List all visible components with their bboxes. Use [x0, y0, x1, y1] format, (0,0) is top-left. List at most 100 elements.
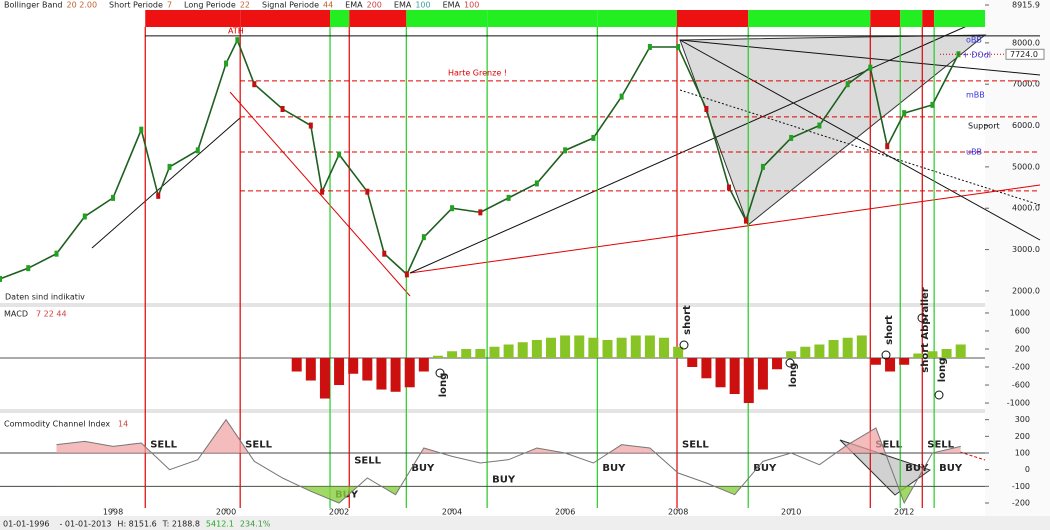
- candle: [563, 147, 568, 154]
- x-tick-label: 2002: [329, 508, 349, 517]
- signal-label: SELL: [927, 440, 954, 451]
- signal-band: [487, 10, 598, 27]
- macd-bar: [885, 358, 896, 372]
- candle: [478, 209, 483, 216]
- candle: [26, 265, 31, 272]
- candle: [252, 81, 257, 88]
- trend-line: [679, 89, 1041, 206]
- macd-bar: [376, 358, 387, 390]
- candle: [868, 64, 873, 71]
- macd-bar: [545, 337, 556, 358]
- macd-bar: [305, 358, 316, 381]
- y-tick-label: -100: [1012, 482, 1030, 491]
- candle: [167, 163, 172, 170]
- annotation: oBB: [966, 36, 982, 45]
- macd-bar: [475, 348, 486, 358]
- candle: [506, 194, 511, 201]
- status-text: H: 8151.6: [117, 520, 156, 529]
- macd-bar: [715, 358, 726, 388]
- trend-line: [679, 39, 1041, 241]
- legend-label: Signal Periode: [262, 1, 319, 10]
- candle: [195, 147, 200, 154]
- legend-params: 100: [464, 1, 479, 10]
- candle: [591, 134, 596, 141]
- note: Daten sind indikativ: [5, 293, 85, 302]
- candle: [760, 163, 765, 170]
- y-tick-label: 8000.0: [1012, 38, 1040, 47]
- signal-label: BUY: [492, 475, 516, 486]
- status-bar: [0, 516, 1050, 530]
- y-tick-label: -1000: [1007, 399, 1030, 408]
- macd-bar: [757, 358, 768, 390]
- candle: [54, 250, 59, 257]
- candle: [845, 81, 850, 88]
- y-tick-label: -200: [1012, 363, 1030, 372]
- cci-line: [56, 418, 961, 505]
- marker-circle: [917, 313, 927, 323]
- signal-band: [922, 10, 935, 27]
- axis-area: [985, 0, 1050, 516]
- candle: [280, 106, 285, 113]
- signal-label: SELL: [875, 440, 902, 451]
- trend-line: [409, 184, 1041, 274]
- candle: [82, 213, 87, 220]
- marker-circle: [881, 350, 891, 360]
- y-tick-label: 6000.0: [1012, 121, 1040, 130]
- macd-bar: [743, 358, 754, 404]
- y-tick-label: 600: [1015, 326, 1030, 335]
- candle: [0, 275, 2, 282]
- legend-params: 22: [240, 1, 250, 10]
- signal-label: SELL: [150, 440, 177, 451]
- signal-label: BUY: [939, 463, 963, 474]
- candle: [704, 106, 709, 113]
- marker-circle: [785, 358, 795, 368]
- y-tick-label: 3000.0: [1012, 245, 1040, 254]
- legend-params: 200: [367, 1, 382, 10]
- status-text: T: 2188.8: [162, 520, 200, 529]
- y-tick-label: -200: [1012, 499, 1030, 508]
- panel-title: Commodity Channel Index: [4, 420, 110, 429]
- signal-band: [240, 10, 331, 27]
- macd-bar: [814, 344, 825, 358]
- macd-bar: [842, 337, 853, 358]
- y-tick-label: 2000.0: [1012, 286, 1040, 295]
- candle: [619, 93, 624, 100]
- annotation: uBB: [966, 148, 982, 157]
- y-tick-label: 300: [1015, 415, 1030, 424]
- trend-line: [229, 91, 411, 297]
- legend-params: 7: [167, 1, 172, 10]
- candle: [111, 194, 116, 201]
- status-text: 234.1%: [240, 520, 271, 529]
- marker-circle: [435, 368, 445, 378]
- signal-band: [349, 10, 407, 27]
- legend-label: EMA: [443, 1, 461, 10]
- macd-bar: [644, 335, 655, 358]
- macd-bar: [531, 339, 542, 358]
- status-text: - 01-01-2013: [60, 520, 112, 529]
- y-tick-label: 1000: [1010, 308, 1030, 317]
- macd-bar: [828, 339, 839, 358]
- legend-label: Long Periode: [184, 1, 236, 10]
- y-tick-label: 200: [1015, 344, 1030, 353]
- candle: [139, 126, 144, 133]
- legend-label: Bollinger Band: [4, 1, 63, 10]
- annotation: long: [937, 358, 948, 383]
- signal-band: [330, 10, 350, 27]
- candle: [902, 110, 907, 117]
- macd-bar: [489, 346, 500, 358]
- x-tick-label: 2004: [442, 508, 462, 517]
- x-tick-label: 2012: [894, 508, 914, 517]
- macd-bar: [701, 358, 712, 379]
- legend-params: 44: [323, 1, 333, 10]
- candle: [534, 180, 539, 187]
- macd-bar: [870, 358, 881, 365]
- signal-band: [900, 10, 923, 27]
- signal-label: BUY: [602, 463, 626, 474]
- signal-band: [145, 10, 241, 27]
- macd-bar: [941, 348, 952, 358]
- candle: [676, 43, 681, 50]
- signal-label: SELL: [245, 440, 272, 451]
- y-tick-label: 4000.0: [1012, 204, 1040, 213]
- macd-bar: [418, 358, 429, 372]
- macd-bar: [786, 351, 797, 358]
